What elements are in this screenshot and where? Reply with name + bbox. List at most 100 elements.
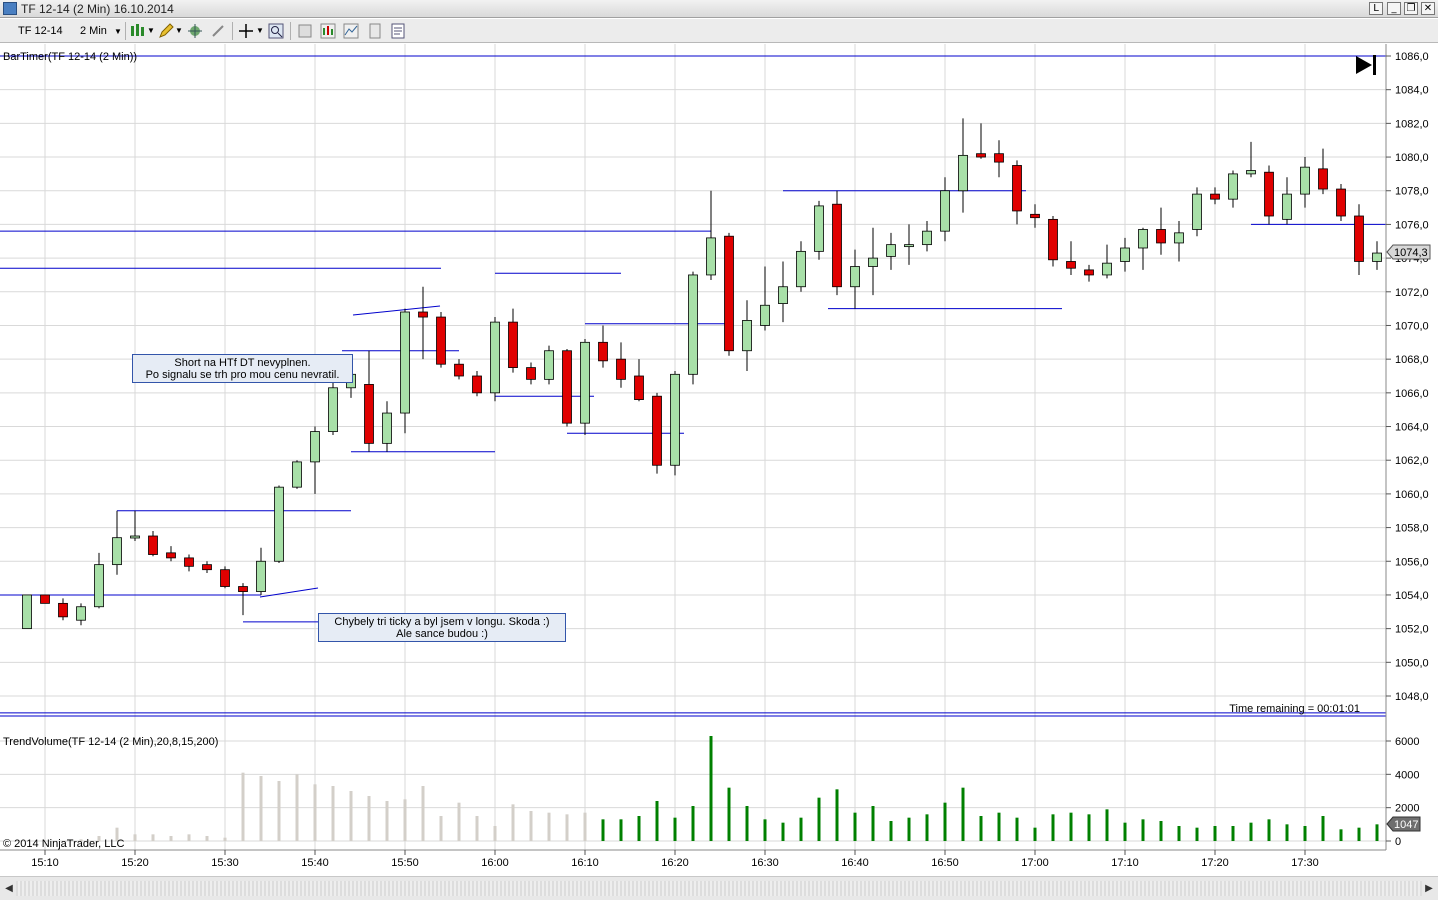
- y-tick-label: 1058,0: [1395, 523, 1429, 535]
- volume-bar: [691, 806, 695, 841]
- strategies-icon[interactable]: [343, 23, 359, 39]
- volume-bar: [79, 839, 83, 841]
- y-tick-label: 1054,0: [1395, 590, 1429, 602]
- drawing-pencil-icon[interactable]: [158, 23, 174, 39]
- volume-bar: [1285, 824, 1289, 841]
- annotation-short[interactable]: Short na HTf DT nevyplnen. Po signalu se…: [132, 354, 353, 383]
- y-tick-label: 1072,0: [1395, 287, 1429, 299]
- x-tick-label: 15:40: [301, 857, 329, 869]
- interval-selector[interactable]: 2 Min ▼: [80, 23, 122, 39]
- candle-body: [364, 384, 374, 444]
- x-tick-label: 15:20: [121, 857, 149, 869]
- close-button[interactable]: ✕: [1421, 2, 1435, 15]
- volume-bar: [511, 804, 515, 841]
- maximize-button[interactable]: ❐: [1404, 2, 1418, 15]
- y-tick-label: 1080,0: [1395, 152, 1429, 164]
- volume-bar: [223, 837, 227, 841]
- candle-body: [490, 321, 500, 394]
- candle-body: [1012, 165, 1022, 212]
- candle-body: [22, 594, 32, 630]
- candle-body: [382, 412, 392, 444]
- time-axis: 15:10 15:20 15:30 15:40 15:50 16:00 16:10 16:20…: [31, 850, 1319, 869]
- volume-bar: [853, 812, 857, 841]
- instrument-selector[interactable]: TF 12-14 ▼: [18, 23, 76, 52]
- v-tick-label: 4000: [1395, 769, 1419, 781]
- candle-body: [850, 266, 860, 288]
- volume-bar: [979, 816, 983, 841]
- volume-bar: [403, 799, 407, 841]
- volume-bar: [1159, 821, 1163, 841]
- link-button[interactable]: L: [1369, 2, 1383, 15]
- candle-body: [1048, 218, 1058, 261]
- toolbar-separator: [290, 22, 291, 40]
- volume-bar: [781, 822, 785, 841]
- candle-body: [976, 153, 986, 158]
- scroll-left-icon[interactable]: ◀: [5, 883, 13, 894]
- chevron-down-icon: ▼: [113, 27, 122, 36]
- volume-bar: [133, 834, 137, 841]
- chevron-down-icon: ▼: [175, 26, 183, 35]
- candle-body: [958, 154, 968, 192]
- candle-body: [238, 586, 248, 592]
- candle-body: [832, 203, 842, 288]
- candle-body: [994, 153, 1004, 163]
- candle-body: [202, 564, 212, 571]
- y-tick-label: 1078,0: [1395, 186, 1429, 198]
- volume-bar: [529, 811, 533, 841]
- volume-bar: [313, 784, 317, 841]
- candle-body: [292, 461, 302, 488]
- volume-bar: [1213, 826, 1217, 841]
- scroll-track[interactable]: [16, 881, 1422, 896]
- volume-bar: [421, 786, 425, 841]
- indicators-icon[interactable]: [320, 23, 336, 39]
- templates-icon[interactable]: [390, 23, 406, 39]
- candle-body: [598, 341, 608, 362]
- candle-body: [1138, 229, 1148, 249]
- candle-body: [130, 535, 140, 539]
- minimize-button[interactable]: _: [1387, 2, 1401, 15]
- level-lines: [0, 55, 1386, 714]
- y-tick-label: 1048,0: [1395, 691, 1429, 703]
- volume-bar: [1303, 826, 1307, 841]
- toolbar-separator: [125, 22, 126, 40]
- data-box-icon[interactable]: [297, 23, 313, 39]
- volume-bar: [925, 814, 929, 841]
- candle-body: [94, 564, 104, 608]
- volume-axis: 6000 4000 2000 0: [1386, 736, 1419, 848]
- x-tick-label: 16:40: [841, 857, 869, 869]
- scroll-right-icon[interactable]: ▶: [1425, 883, 1433, 894]
- v-tick-label: 0: [1395, 836, 1401, 848]
- candle-body: [886, 244, 896, 257]
- x-tick-label: 16:10: [571, 857, 599, 869]
- volume-bar: [1321, 816, 1325, 841]
- candle-body: [58, 602, 68, 618]
- volume-bar: [1249, 822, 1253, 841]
- horizontal-scrollbar[interactable]: ◀ ▶: [0, 876, 1438, 900]
- crosshair-icon[interactable]: [238, 23, 254, 39]
- chart-area[interactable]: 1086,0 1084,0 1082,0 1080,0 1078,0 1076,0 1074…: [0, 44, 1438, 876]
- y-tick-label: 1050,0: [1395, 657, 1429, 669]
- toolbar-separator: [232, 22, 233, 40]
- annotation-long[interactable]: Chybely tri ticky a byl jsem v longu. Sk…: [318, 613, 566, 642]
- go-to-end-icon[interactable]: [1356, 55, 1376, 75]
- volume-bar: [1105, 809, 1109, 841]
- candle-body: [454, 363, 464, 377]
- strategy-icon[interactable]: [187, 23, 203, 39]
- y-tick-label: 1086,0: [1395, 51, 1429, 63]
- zoom-icon[interactable]: [268, 23, 284, 39]
- volume-bar: [943, 802, 947, 841]
- candle-body: [562, 350, 572, 424]
- alerts-icon[interactable]: [210, 23, 226, 39]
- bar-type-icon[interactable]: [130, 23, 146, 39]
- candle-body: [166, 552, 176, 559]
- x-tick-label: 16:30: [751, 857, 779, 869]
- candle-body: [922, 230, 932, 246]
- properties-icon[interactable]: [367, 23, 383, 39]
- window-title: TF 12-14 (2 Min) 16.10.2014: [21, 2, 174, 16]
- candle-body: [706, 237, 716, 276]
- y-tick-label: 1056,0: [1395, 556, 1429, 568]
- y-tick-label: 1076,0: [1395, 219, 1429, 231]
- candle-body: [1318, 168, 1328, 190]
- annotation-line: Po signalu se trh pro mou cenu nevratil.: [145, 369, 340, 381]
- volume-bars: [79, 736, 1379, 841]
